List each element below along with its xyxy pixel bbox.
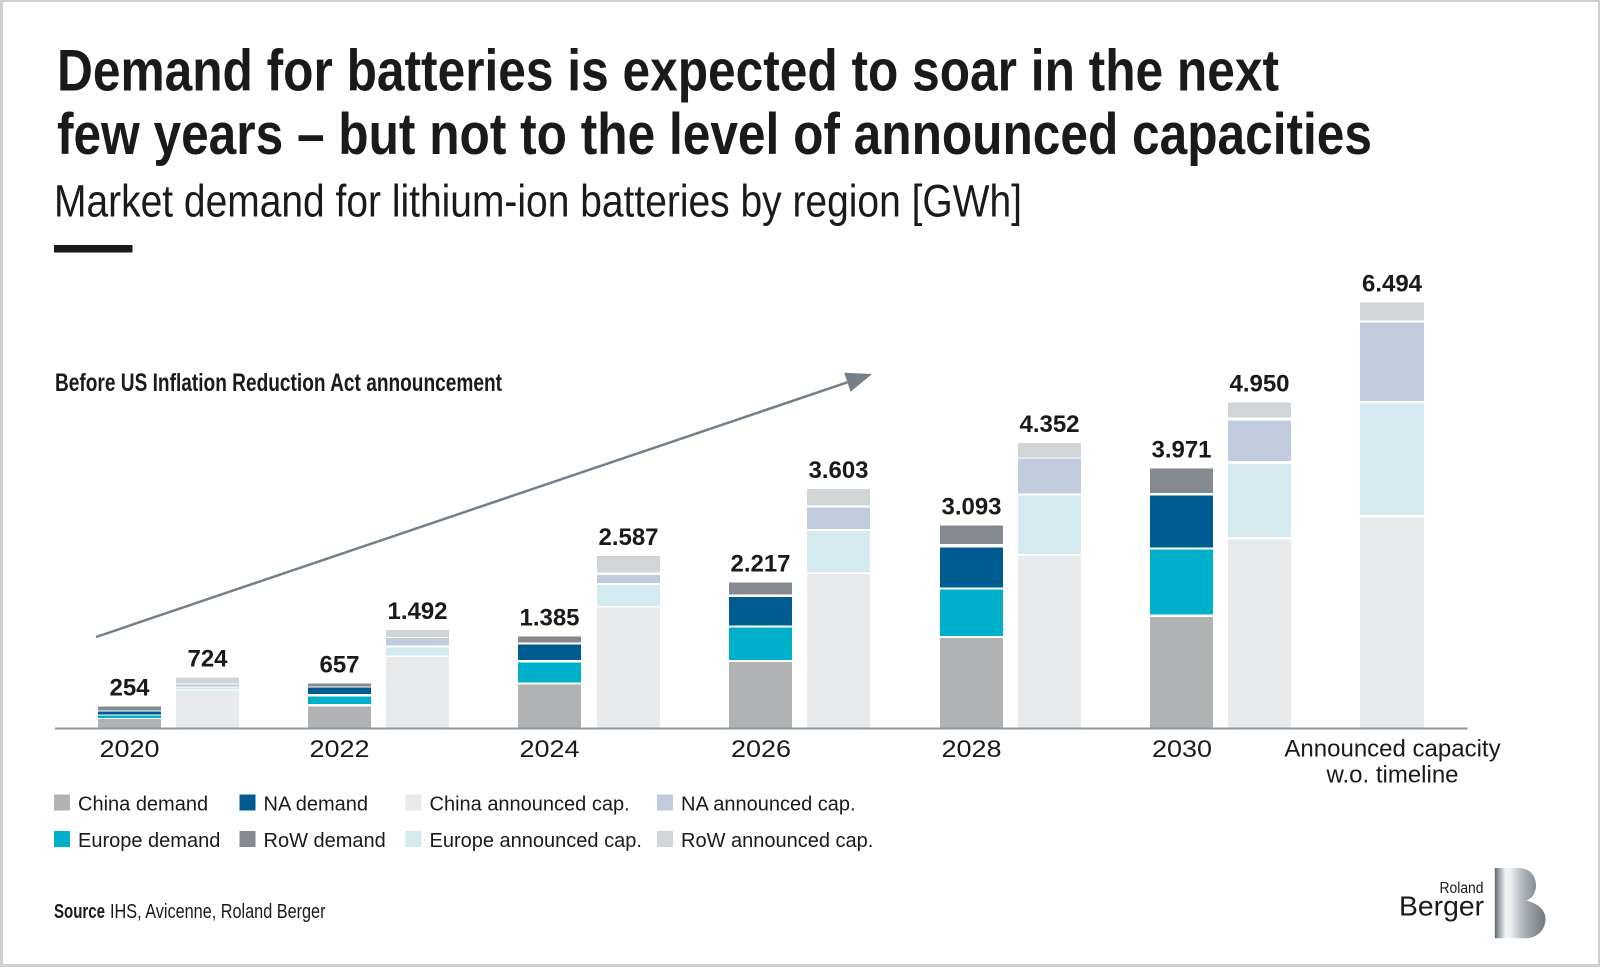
svg-text:China demand: China demand	[78, 794, 208, 816]
svg-text:657: 657	[319, 652, 359, 679]
svg-text:4.352: 4.352	[1019, 411, 1079, 438]
svg-text:RoW announced cap.: RoW announced cap.	[681, 830, 873, 852]
svg-text:Announced capacity: Announced capacity	[1284, 736, 1500, 763]
svg-text:Demand for batteries is expect: Demand for batteries is expected to soar…	[57, 39, 1279, 104]
svg-text:Europe demand: Europe demand	[78, 830, 220, 852]
svg-text:NA announced cap.: NA announced cap.	[681, 794, 856, 816]
svg-text:IHS, Avicenne, Roland Berger: IHS, Avicenne, Roland Berger	[110, 901, 326, 923]
svg-text:Before US Inflation Reduction: Before US Inflation Reduction Act announ…	[55, 369, 503, 397]
svg-text:2024: 2024	[520, 736, 580, 763]
svg-text:RoW demand: RoW demand	[264, 830, 386, 852]
svg-text:3.971: 3.971	[1151, 437, 1211, 464]
svg-text:few years – but not to the lev: few years – but not to the level of anno…	[57, 102, 1372, 167]
svg-text:1.492: 1.492	[387, 598, 447, 625]
svg-text:1.385: 1.385	[519, 605, 579, 632]
svg-text:2030: 2030	[1152, 736, 1212, 763]
svg-text:3.603: 3.603	[808, 457, 868, 484]
svg-text:254: 254	[109, 675, 150, 702]
svg-text:4.950: 4.950	[1229, 371, 1289, 398]
svg-text:2026: 2026	[731, 736, 791, 763]
svg-text:6.494: 6.494	[1362, 271, 1423, 298]
svg-text:Europe announced cap.: Europe announced cap.	[430, 830, 642, 852]
svg-text:NA demand: NA demand	[264, 794, 369, 816]
svg-text:3.093: 3.093	[941, 494, 1001, 521]
svg-text:2028: 2028	[942, 736, 1002, 763]
svg-text:Source: Source	[54, 901, 105, 923]
svg-text:724: 724	[187, 646, 228, 673]
svg-text:China announced cap.: China announced cap.	[430, 794, 630, 816]
svg-text:2020: 2020	[100, 736, 160, 763]
svg-text:Market demand for lithium-ion: Market demand for lithium-ion batteries …	[54, 176, 1022, 227]
svg-text:Roland: Roland	[1440, 880, 1484, 897]
svg-text:2.217: 2.217	[730, 551, 790, 578]
svg-text:2022: 2022	[310, 736, 370, 763]
svg-text:w.o. timeline: w.o. timeline	[1325, 762, 1458, 789]
svg-text:Berger: Berger	[1399, 891, 1484, 922]
svg-text:2.587: 2.587	[598, 524, 658, 551]
